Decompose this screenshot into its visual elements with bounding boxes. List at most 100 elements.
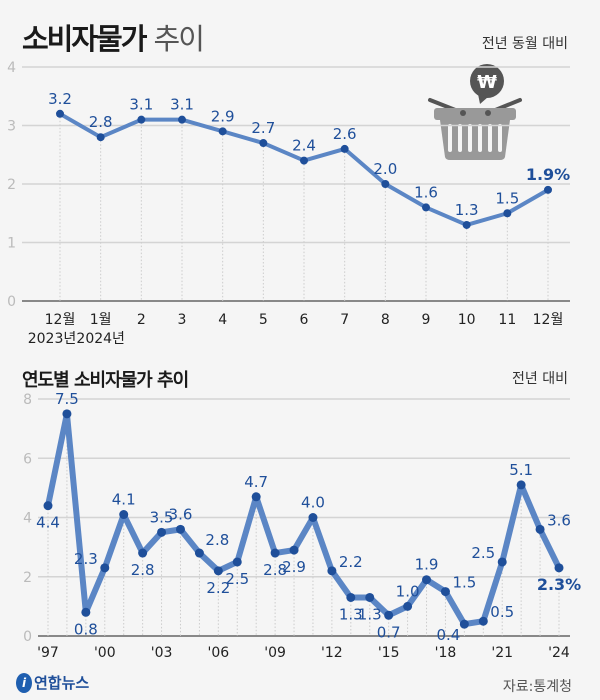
data-label: 1.9% [526, 165, 570, 184]
data-point [119, 510, 129, 520]
data-label: 0.4 [437, 626, 461, 644]
section-title: 연도별 소비자물가 추이 [22, 370, 189, 391]
y-tick-label: 2 [23, 570, 32, 586]
data-label: 2.0 [373, 160, 397, 178]
x-tick-label: '21 [491, 645, 513, 661]
x-tick-label: '00 [94, 645, 116, 661]
data-label: 1.3 [339, 605, 363, 623]
data-point [137, 115, 146, 124]
y-tick-label: 4 [7, 60, 16, 76]
data-point [308, 513, 318, 522]
data-label: 0.5 [490, 603, 514, 621]
data-point [554, 563, 564, 573]
data-label: 2.2 [206, 579, 230, 597]
x-tick-label: 8 [381, 312, 390, 328]
x-tick-label: 4 [218, 312, 227, 328]
data-label: 1.5 [452, 574, 476, 592]
x-tick-label: 11 [498, 312, 516, 328]
data-point [516, 480, 526, 490]
data-label: 3.1 [129, 96, 153, 114]
data-label: 2.8 [263, 561, 287, 579]
data-point [100, 563, 110, 573]
data-label: 4.0 [301, 494, 325, 512]
series-line [45, 410, 562, 628]
data-label: 0.7 [377, 623, 401, 641]
data-label: 1.3 [455, 201, 479, 219]
data-point [232, 557, 242, 567]
data-label: 1.0 [396, 582, 420, 600]
x-tick-label: 12월 [533, 312, 564, 328]
x-tick-label: '03 [151, 645, 173, 661]
x-tick-label: 5 [259, 312, 268, 328]
data-label: 2.3 [74, 550, 98, 568]
data-point [213, 566, 223, 576]
data-point [270, 548, 280, 558]
data-point [138, 548, 148, 558]
yonhap-logo: i 연합뉴스 [16, 672, 89, 693]
data-label: 0.8 [74, 620, 98, 638]
data-label: 3.6 [547, 511, 571, 529]
data-point [544, 185, 552, 194]
x-tick-label: 10 [458, 312, 476, 328]
x-tick-label: 6 [300, 312, 309, 328]
data-label: 3.5 [150, 508, 174, 526]
x-tick-label: 3 [178, 312, 187, 328]
data-label: 2.8 [89, 113, 113, 131]
data-label: 2.5 [471, 544, 495, 562]
data-point [300, 156, 308, 165]
source-label: 자료:통계청 [502, 679, 572, 695]
y-tick-label: 4 [23, 511, 32, 527]
data-point [178, 115, 186, 124]
x-tick-label: 1월 [90, 312, 112, 328]
data-point [56, 109, 64, 118]
x-tick-label: '97 [37, 645, 59, 661]
data-point [289, 545, 299, 555]
data-label: 1.9 [415, 556, 439, 574]
y-tick-label: 6 [23, 451, 32, 467]
data-point [365, 592, 375, 602]
data-point [259, 139, 268, 148]
data-point [218, 127, 227, 136]
x-tick-label: '09 [264, 645, 286, 661]
x-tick-label: '18 [435, 645, 457, 661]
data-point [403, 601, 413, 611]
data-point [96, 133, 105, 142]
data-point [440, 587, 450, 597]
unit-label-2: 전년 대비 [512, 371, 568, 387]
data-point [503, 209, 512, 218]
data-label: 2.8 [205, 531, 229, 549]
data-label: 2.7 [251, 119, 275, 137]
data-label: 2.9 [211, 107, 235, 125]
svg-text:₩: ₩ [477, 72, 497, 93]
x-tick-label: '15 [378, 645, 400, 661]
page-title: 소비자물가 추이 [22, 22, 205, 56]
x-tick-label: '06 [207, 645, 229, 661]
unit-label: 전년 동월 대비 [481, 36, 568, 52]
data-point [157, 527, 167, 537]
x-tick-label: '24 [548, 645, 570, 661]
y-tick-label: 0 [23, 629, 32, 645]
data-point [81, 607, 91, 617]
data-point [422, 203, 430, 212]
data-point [497, 557, 507, 567]
data-label: 3.2 [48, 90, 72, 108]
data-label: 1.3 [358, 605, 382, 623]
data-label: 4.7 [244, 473, 268, 491]
data-point [43, 501, 53, 511]
x-tick-sublabel: 2024년 [76, 331, 125, 347]
data-point [384, 610, 394, 620]
data-label: 2.3% [537, 575, 581, 594]
data-point [346, 592, 356, 602]
data-point [381, 180, 390, 188]
data-label: 3.6 [169, 505, 193, 523]
data-point [194, 548, 204, 558]
y-tick-label: 2 [7, 177, 16, 193]
data-point [62, 409, 72, 419]
data-point [340, 144, 349, 153]
data-point [478, 616, 488, 626]
data-label: 2.9 [282, 558, 306, 576]
data-point [535, 524, 545, 534]
data-point [462, 220, 471, 229]
